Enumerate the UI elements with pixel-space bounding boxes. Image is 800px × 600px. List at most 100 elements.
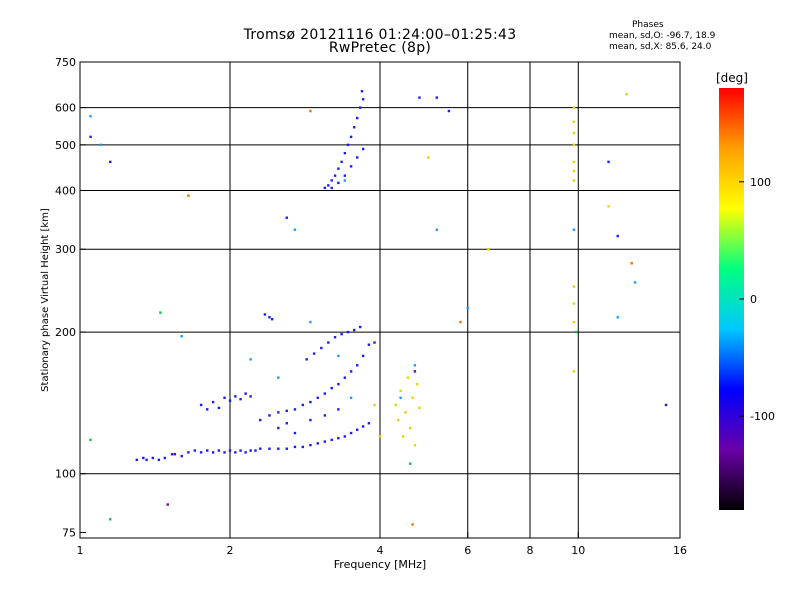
data-point [435, 228, 438, 231]
data-point [418, 96, 421, 99]
data-point [572, 160, 576, 164]
data-point [343, 174, 347, 177]
colorbar-tick-label: 0 [750, 293, 757, 306]
data-point [337, 167, 340, 170]
data-point [572, 370, 576, 373]
data-point [323, 186, 327, 190]
y-tick-label: 400 [55, 184, 76, 197]
x-tick-label: 16 [673, 544, 687, 557]
data-point [337, 181, 340, 185]
data-point [180, 454, 183, 458]
data-point [244, 392, 247, 395]
data-point [447, 109, 451, 113]
y-tick-label: 500 [55, 139, 76, 152]
data-point [396, 418, 400, 422]
data-point [268, 316, 271, 319]
data-point [330, 179, 333, 182]
data-point [355, 364, 359, 367]
x-tick-label: 2 [227, 544, 234, 557]
data-point [355, 156, 359, 159]
x-tick-label: 1 [77, 544, 84, 557]
data-point [163, 456, 167, 460]
data-point [234, 395, 237, 398]
data-point [572, 302, 576, 305]
data-point [633, 281, 637, 284]
data-point [157, 458, 161, 462]
data-point [367, 422, 371, 425]
data-point [193, 449, 197, 452]
data-point [352, 328, 356, 332]
data-point [239, 449, 242, 452]
data-point [327, 341, 330, 344]
data-point [360, 90, 364, 93]
data-point [309, 400, 312, 404]
chart-title-line1: Tromsø 20121116 01:24:00–01:25:43 [243, 27, 517, 43]
data-point [249, 358, 252, 361]
data-point [187, 451, 190, 454]
data-point [337, 436, 340, 440]
data-point [607, 205, 610, 208]
data-point [352, 126, 356, 129]
data-point [211, 451, 215, 454]
data-point [358, 106, 362, 109]
data-point [305, 358, 308, 361]
x-tick-label: 6 [464, 544, 471, 557]
colorbar-tick-label: -100 [750, 410, 775, 423]
data-point [361, 147, 365, 151]
data-point [312, 352, 316, 355]
data-point [254, 449, 257, 452]
x-axis-label: Frequency [MHz] [334, 558, 426, 571]
data-point [173, 453, 177, 456]
data-point [199, 403, 203, 407]
data-point [293, 408, 297, 411]
data-point [404, 411, 407, 414]
data-point [199, 451, 203, 454]
data-point [411, 523, 414, 526]
data-point [664, 403, 668, 407]
data-point [259, 418, 262, 422]
data-point [572, 106, 576, 109]
data-point [607, 160, 610, 164]
data-point [249, 449, 252, 452]
data-point [343, 376, 347, 379]
data-point [572, 228, 576, 231]
data-point [427, 156, 430, 159]
data-point [180, 334, 183, 338]
data-point [217, 449, 221, 452]
data-point [358, 325, 362, 329]
data-point [330, 438, 333, 442]
data-point [323, 440, 327, 443]
data-point [413, 364, 417, 367]
data-point [89, 135, 92, 139]
data-point [355, 116, 359, 120]
grid-lines [80, 62, 680, 538]
phases-heading: Phases [632, 20, 664, 30]
data-point [574, 330, 578, 334]
data-point [333, 174, 337, 177]
data-point [394, 403, 397, 407]
data-point [346, 330, 350, 334]
data-point [413, 370, 417, 373]
data-point [187, 194, 190, 197]
data-point [301, 403, 305, 407]
data-point [244, 451, 247, 454]
data-point [293, 431, 297, 435]
data-point [293, 228, 297, 231]
colorbar-label: [deg] [716, 71, 748, 85]
data-point [572, 179, 576, 182]
data-point [435, 96, 438, 99]
phase-stats-o: mean, sd,O: -96.7, 18.9 [609, 31, 716, 41]
data-point [415, 382, 419, 386]
data-point [343, 179, 347, 182]
data-point [572, 320, 576, 324]
data-point [205, 449, 209, 452]
data-point [228, 399, 232, 402]
data-point [217, 406, 221, 410]
data-point [285, 422, 288, 425]
data-point [346, 143, 350, 147]
data-point [170, 453, 174, 456]
data-point [343, 151, 347, 155]
data-point [340, 332, 343, 336]
data-point [263, 313, 267, 316]
